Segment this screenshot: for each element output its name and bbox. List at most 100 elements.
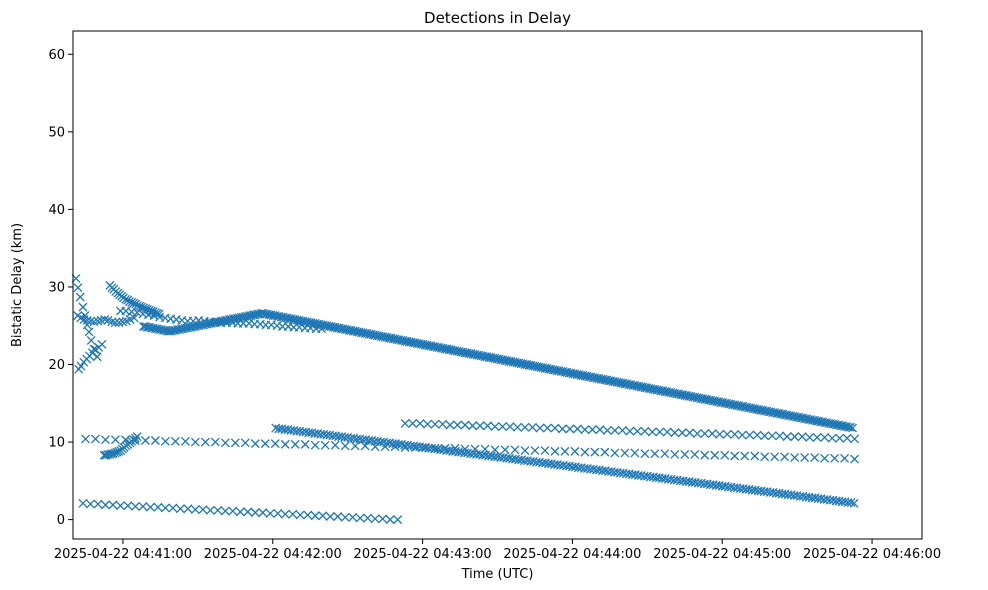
detection-point-0-666 bbox=[846, 498, 856, 508]
detection-point-0-833 bbox=[690, 450, 700, 459]
detection-point-0-731 bbox=[550, 423, 560, 433]
detection-point-0-737 bbox=[595, 425, 605, 435]
detection-point-0-714 bbox=[423, 419, 433, 429]
detection-point-0-823 bbox=[590, 447, 600, 457]
detection-point-0-786 bbox=[220, 438, 230, 448]
detection-point-0-760 bbox=[767, 431, 777, 441]
detection-point-0-779 bbox=[150, 436, 160, 445]
detection-point-0-18 bbox=[97, 339, 107, 349]
detection-point-0-11 bbox=[76, 361, 86, 371]
detection-point-0-811 bbox=[470, 444, 480, 454]
detection-point-0-844 bbox=[800, 453, 810, 463]
detection-point-0-674 bbox=[123, 501, 133, 511]
detection-point-0-725 bbox=[505, 422, 515, 432]
detection-point-0-749 bbox=[685, 428, 695, 438]
detection-point-0-702 bbox=[333, 512, 343, 521]
detection-point-0-750 bbox=[692, 429, 702, 438]
detection-point-0-751 bbox=[700, 429, 710, 438]
detection-point-0-669 bbox=[86, 499, 95, 509]
detection-point-0-759 bbox=[760, 431, 770, 441]
detections-series bbox=[71, 273, 860, 525]
detection-point-0-822 bbox=[580, 447, 590, 457]
detection-point-0-733 bbox=[565, 424, 575, 434]
detection-point-0-742 bbox=[632, 426, 642, 436]
detection-point-0-688 bbox=[228, 506, 238, 516]
detection-point-0-834 bbox=[700, 450, 710, 460]
detection-point-0-2 bbox=[75, 292, 85, 302]
detection-point-0-692 bbox=[258, 508, 268, 518]
detection-point-0-68 bbox=[149, 311, 159, 321]
detection-point-0-809 bbox=[450, 443, 460, 453]
detection-point-0-770 bbox=[842, 433, 852, 443]
detection-point-0-848 bbox=[840, 453, 850, 463]
detection-point-0-845 bbox=[810, 453, 820, 463]
detection-point-0-827 bbox=[630, 448, 640, 458]
detection-point-0-774 bbox=[101, 435, 110, 445]
detection-point-0-697 bbox=[295, 510, 305, 520]
detection-point-0-777 bbox=[130, 436, 140, 445]
detection-point-0-22 bbox=[82, 315, 92, 325]
detection-point-0-690 bbox=[243, 507, 253, 517]
detection-point-0-691 bbox=[250, 508, 260, 518]
detection-point-0-762 bbox=[782, 432, 792, 442]
detection-point-0-835 bbox=[710, 450, 720, 460]
detection-point-0-781 bbox=[170, 436, 180, 446]
detection-point-0-726 bbox=[513, 422, 522, 432]
detection-point-0-788 bbox=[240, 438, 250, 448]
detection-point-0-752 bbox=[707, 429, 717, 438]
detection-point-0-25 bbox=[93, 316, 103, 326]
y-tick-label-5: 50 bbox=[48, 125, 65, 140]
x-tick-label-0: 2025-04-22 04:41:00 bbox=[54, 547, 192, 562]
y-axis: 0 10 20 30 40 50 60 bbox=[48, 48, 73, 528]
detection-point-0-61 bbox=[154, 309, 164, 319]
detection-point-0-686 bbox=[213, 505, 223, 515]
detection-point-0-778 bbox=[140, 436, 150, 445]
detection-point-0-840 bbox=[760, 452, 770, 462]
detection-point-0-727 bbox=[520, 422, 530, 432]
detection-point-0-771 bbox=[850, 434, 860, 444]
detection-point-0-832 bbox=[680, 450, 690, 459]
x-axis-label: Time (UTC) bbox=[461, 567, 534, 582]
detection-point-0-1 bbox=[73, 283, 83, 293]
detection-point-0-723 bbox=[490, 422, 500, 432]
detection-point-0-830 bbox=[660, 449, 670, 459]
detection-point-0-765 bbox=[805, 432, 815, 442]
detection-point-0-802 bbox=[380, 442, 390, 452]
detection-point-0-813 bbox=[490, 445, 500, 455]
detection-point-0-683 bbox=[190, 505, 200, 514]
x-tick-label-5: 2025-04-22 04:46:00 bbox=[803, 547, 941, 562]
detection-point-0-734 bbox=[572, 424, 582, 434]
detection-point-0-846 bbox=[820, 453, 830, 463]
detection-point-0-735 bbox=[580, 425, 590, 435]
detection-point-0-35 bbox=[129, 313, 139, 323]
detection-point-0-719 bbox=[460, 420, 470, 430]
detection-point-0-794 bbox=[300, 439, 310, 449]
detection-point-0-707 bbox=[370, 514, 380, 524]
detection-point-0-708 bbox=[378, 514, 388, 524]
detection-point-0-693 bbox=[265, 508, 275, 518]
detection-point-0-724 bbox=[498, 422, 507, 432]
detection-point-0-824 bbox=[600, 447, 610, 457]
detection-point-0-738 bbox=[602, 425, 612, 435]
y-tick-label-4: 40 bbox=[48, 203, 65, 218]
detection-point-0-744 bbox=[647, 427, 657, 437]
detection-point-0-668 bbox=[78, 498, 88, 508]
detection-point-0-701 bbox=[325, 512, 335, 521]
detection-point-0-818 bbox=[540, 446, 550, 456]
detection-point-0-65 bbox=[132, 308, 142, 317]
detection-point-0-732 bbox=[557, 424, 567, 434]
detection-point-0-849 bbox=[850, 454, 860, 464]
detection-point-0-820 bbox=[560, 446, 570, 456]
detection-point-0-720 bbox=[468, 421, 477, 431]
detection-point-0-710 bbox=[393, 515, 403, 525]
x-tick-label-3: 2025-04-22 04:44:00 bbox=[503, 547, 641, 562]
detection-point-0-6 bbox=[84, 327, 94, 337]
detection-point-0-711 bbox=[400, 418, 410, 428]
detection-point-0-703 bbox=[340, 512, 350, 522]
detection-point-0-728 bbox=[527, 422, 537, 432]
detection-point-0-758 bbox=[752, 430, 762, 440]
detection-point-0-767 bbox=[820, 432, 830, 442]
detection-point-0-706 bbox=[363, 513, 373, 523]
detection-point-0-685 bbox=[205, 505, 215, 515]
detection-point-0-748 bbox=[677, 428, 687, 438]
